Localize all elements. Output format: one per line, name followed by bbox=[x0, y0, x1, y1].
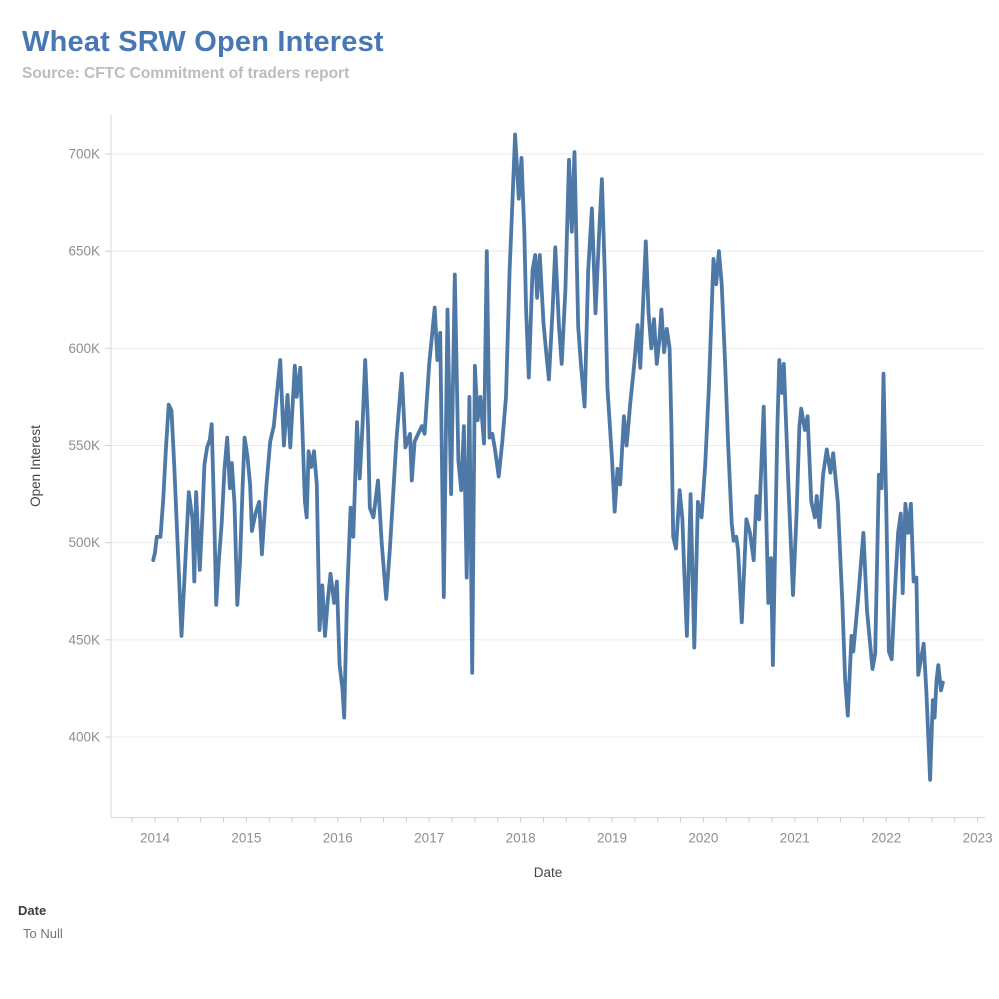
x-axis-tick-label: 2021 bbox=[780, 831, 810, 846]
x-axis-tick-label: 2023 bbox=[963, 831, 993, 846]
axes bbox=[110, 115, 985, 818]
x-axis-tick-label: 2018 bbox=[506, 831, 536, 846]
x-axis-tick-label: 2017 bbox=[414, 831, 444, 846]
y-axis-tick-label: 700K bbox=[68, 146, 100, 161]
axis-ticks bbox=[105, 153, 979, 823]
gridlines bbox=[111, 153, 985, 738]
y-axis-tick-label: 400K bbox=[68, 730, 100, 745]
y-axis-tick-label: 650K bbox=[68, 244, 100, 259]
x-axis-tick-label: 2015 bbox=[231, 831, 261, 846]
x-axis-tick-label: 2022 bbox=[871, 831, 901, 846]
x-axis-tick-label: 2019 bbox=[597, 831, 627, 846]
open-interest-line[interactable] bbox=[151, 132, 945, 782]
page-title: Wheat SRW Open Interest bbox=[22, 26, 384, 58]
chart-header: Wheat SRW Open Interest Source: CFTC Com… bbox=[22, 26, 384, 83]
y-axis-tick-label: 500K bbox=[68, 535, 100, 550]
date-filter: Date To Null bbox=[18, 903, 63, 941]
x-axis-tick-label: 2020 bbox=[688, 831, 718, 846]
y-axis-tick-label: 550K bbox=[68, 438, 100, 453]
y-axis-title: Open Interest bbox=[28, 425, 43, 507]
y-axis-tick-label: 450K bbox=[68, 632, 100, 647]
date-filter-value[interactable]: To Null bbox=[23, 926, 63, 941]
date-filter-title: Date bbox=[18, 903, 47, 918]
y-axis-tick-label: 600K bbox=[68, 341, 100, 356]
chart-subtitle: Source: CFTC Commitment of traders repor… bbox=[22, 65, 350, 82]
axis-tick-labels: 400K 450K 500K 550K 600K 650K 700K 2014 2015 2016… bbox=[68, 146, 992, 845]
x-axis-tick-label: 2016 bbox=[323, 831, 353, 846]
x-axis-title: Date bbox=[534, 865, 563, 880]
open-interest-series[interactable] bbox=[151, 132, 945, 782]
x-axis-tick-label: 2014 bbox=[140, 831, 171, 846]
